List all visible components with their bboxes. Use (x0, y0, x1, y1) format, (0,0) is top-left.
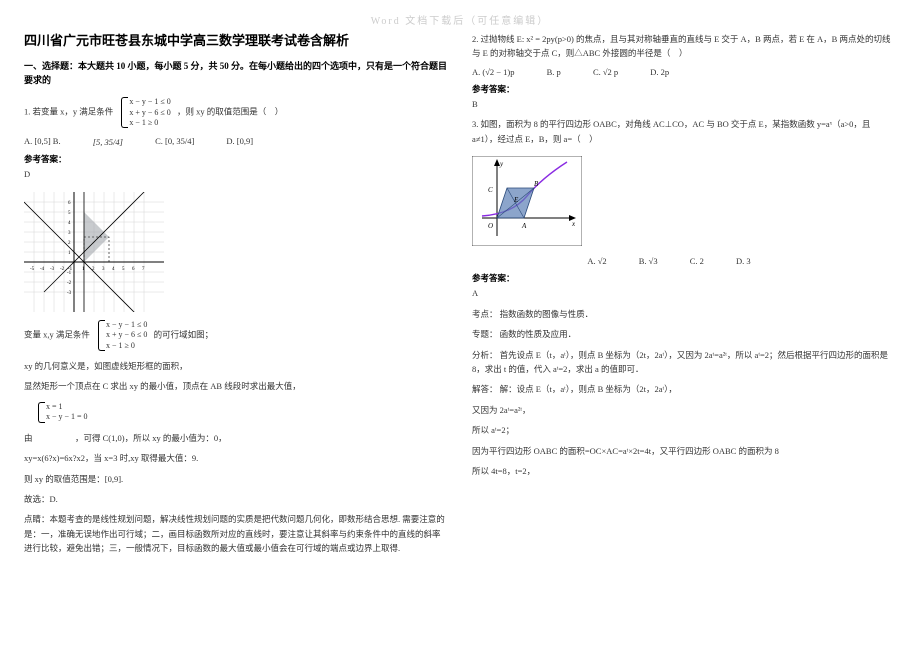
svg-text:-2: -2 (67, 281, 72, 286)
q1-feasible-region-graph: -5-4-3 -2-1 123 4567 123 456 -1-2-3 (24, 192, 164, 312)
svg-text:-3: -3 (67, 291, 72, 296)
svg-text:O: O (488, 222, 493, 230)
opt-a: A. √2 (587, 256, 606, 266)
q1-exp1a: 变量 x,y 满足条件 (24, 329, 90, 339)
q1-system: x − y − 1 ≤ 0 x + y − 6 ≤ 0 x − 1 ≥ 0 (119, 97, 170, 128)
sys-row: x + y − 6 ≤ 0 (129, 108, 170, 118)
q3-topic: 考点： 指数函数的图像与性质． (472, 307, 896, 321)
left-column: 四川省广元市旺苍县东城中学高三数学理联考试卷含解析 一、选择题：本大题共 10 … (24, 32, 448, 562)
opt-c: C. √2 p (593, 67, 618, 77)
q1-exp4-wrap: x = 1 x − y − 1 = 0 (24, 400, 448, 425)
opt-b: B. √3 (639, 256, 658, 266)
page-container: 四川省广元市旺苍县东城中学高三数学理联考试卷含解析 一、选择题：本大题共 10 … (0, 0, 920, 578)
doc-title: 四川省广元市旺苍县东城中学高三数学理联考试卷含解析 (24, 32, 448, 50)
q3-solution-1: 解答： 解：设点 E（t，aᵗ），则点 B 坐标为（2t，2aᵗ）， (472, 382, 896, 396)
subject-label: 专题： (472, 329, 498, 339)
watermark-text: Word 文档下载后（可任意编辑） (371, 12, 549, 27)
q1-options: A. [0,5] B. [5, 35/4] C. [0, 35/4] D. [0… (24, 136, 448, 147)
q1-exp2: xy 的几何意义是，如图虚线矩形框的面积， (24, 359, 448, 373)
section-heading: 一、选择题：本大题共 10 小题，每小题 5 分，共 50 分。在每小题给出的四… (24, 60, 448, 87)
q1-exp6: 则 xy 的取值范围是：[0,9]. (24, 472, 448, 486)
sys-row: x − y − 1 ≤ 0 (129, 97, 170, 107)
svg-text:-1: -1 (67, 271, 72, 276)
q1-stem: 1. 若变量 x，y 满足条件 x − y − 1 ≤ 0 x + y − 6 … (24, 95, 448, 130)
q3-analysis: 分析： 首先设点 E（t，aᵗ），则点 B 坐标为（2t，2aᵗ），又因为 2a… (472, 348, 896, 377)
q1-exp7: 故选：D. (24, 492, 448, 506)
q2-stem: 2. 过抛物线 E: x² = 2py(p>0) 的焦点，且与其对称轴垂直的直线… (472, 32, 896, 61)
analysis-label: 分析： (472, 350, 498, 360)
q3-options: A. √2 B. √3 C. 2 D. 3 (472, 256, 896, 266)
svg-text:A: A (521, 222, 527, 230)
opt-a: A. (√2 − 1)p (472, 67, 515, 77)
q1-exp5: xy=x(6?x)=6x?x2，当 x=3 时,xy 取得最大值：9. (24, 451, 448, 465)
q3-subject: 专题： 函数的性质及应用． (472, 327, 896, 341)
svg-text:-4: -4 (40, 267, 45, 272)
right-column: 2. 过抛物线 E: x² = 2py(p>0) 的焦点，且与其对称轴垂直的直线… (472, 32, 896, 562)
svg-text:-3: -3 (50, 267, 55, 272)
opt-d: D. [0,9] (226, 136, 253, 146)
answer-label: 参考答案： (472, 272, 896, 284)
q3-exponential-graph: yx OA CBE (472, 156, 582, 246)
q3-solution-4: 因为平行四边形 OABC 的面积=OC×AC=aᵗ×2t=4t，又平行四边形 O… (472, 444, 896, 458)
topic-label: 考点： (472, 309, 498, 319)
q1-exp3: 显然矩形一个顶点在 C 求出 xy 的最小值，顶点在 AB 线段时求出最大值， (24, 379, 448, 393)
q1-exp1: 变量 x,y 满足条件 x − y − 1 ≤ 0 x + y − 6 ≤ 0 … (24, 318, 448, 353)
q1-note: 点睛：本题考查的是线性规划问题，解决线性规划问题的实质是把代数问题几何化，即数形… (24, 512, 448, 555)
q3-solution-2: 又因为 2aᵗ=a²ᵗ， (472, 403, 896, 417)
opt-a: A. [0,5] B. (24, 136, 61, 146)
sys-row: x + y − 6 ≤ 0 (106, 330, 147, 340)
q1-system-2: x = 1 x − y − 1 = 0 (36, 402, 88, 423)
analysis-text: 首先设点 E（t，aᵗ），则点 B 坐标为（2t，2aᵗ），又因为 2aᵗ=a²… (472, 350, 888, 374)
opt-c: C. [0, 35/4] (155, 136, 194, 146)
svg-text:-5: -5 (30, 267, 35, 272)
topic-text: 指数函数的图像与性质． (500, 309, 594, 319)
subject-text: 函数的性质及应用． (500, 329, 577, 339)
q3-solution-3: 所以 aᵗ=2； (472, 423, 896, 437)
q1-stem-a: 1. 若变量 x，y 满足条件 (24, 107, 113, 117)
solution-text: 解：设点 E（t，aᵗ），则点 B 坐标为（2t，2aᵗ）， (500, 384, 677, 394)
q1-stem-b: ，则 xy 的取值范围是（ ） (177, 107, 283, 117)
sys-row: x − 1 ≥ 0 (106, 341, 147, 351)
svg-text:C: C (488, 186, 493, 194)
svg-text:B: B (534, 180, 539, 188)
answer-label: 参考答案： (472, 83, 896, 95)
solution-label: 解答： (472, 384, 498, 394)
opt-d: D. 3 (736, 256, 751, 266)
svg-text:E: E (513, 196, 519, 204)
q3-stem: 3. 如图，面积为 8 的平行四边形 OABC，对角线 AC⊥CO，AC 与 B… (472, 117, 896, 146)
q3-answer: A (472, 286, 896, 300)
sys-row: x − y − 1 ≤ 0 (106, 320, 147, 330)
q2-options: A. (√2 − 1)p B. p C. √2 p D. 2p (472, 67, 896, 77)
opt-d: D. 2p (650, 67, 669, 77)
q1-exp1b: 的可行域如图； (154, 329, 214, 339)
q1-answer: D (24, 167, 448, 181)
q2-answer: B (472, 97, 896, 111)
q1-exp4: 由 ，可得 C(1,0)，所以 xy 的最小值为：0， (24, 431, 448, 445)
answer-label: 参考答案： (24, 153, 448, 165)
q1-system-repeat: x − y − 1 ≤ 0 x + y − 6 ≤ 0 x − 1 ≥ 0 (96, 320, 147, 351)
sys-row: x − 1 ≥ 0 (129, 118, 170, 128)
sys-row: x − y − 1 = 0 (46, 412, 88, 422)
opt-c: C. 2 (690, 256, 704, 266)
opt-b: [5, 35/4] (93, 137, 123, 147)
opt-b: B. p (547, 67, 561, 77)
sys-row: x = 1 (46, 402, 88, 412)
q3-solution-5: 所以 4t=8，t=2， (472, 464, 896, 478)
svg-text:-2: -2 (60, 267, 65, 272)
